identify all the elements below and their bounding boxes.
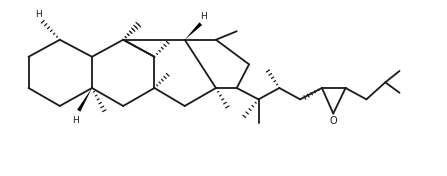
Text: O: O [329, 116, 337, 126]
Text: H: H [72, 116, 79, 125]
Text: H: H [35, 10, 42, 19]
Polygon shape [77, 88, 92, 112]
Polygon shape [185, 22, 202, 40]
Text: H: H [200, 12, 207, 21]
